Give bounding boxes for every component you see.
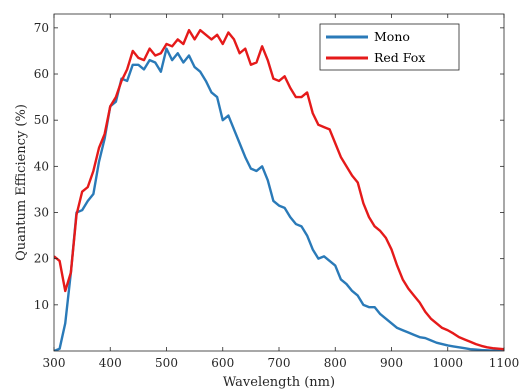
x-axis-title: Wavelength (nm) — [223, 375, 335, 390]
y-tick-label: 10 — [34, 298, 49, 312]
x-tick-label: 500 — [155, 356, 178, 370]
x-tick-label: 400 — [99, 356, 122, 370]
y-tick-label: 70 — [34, 21, 49, 35]
legend: Mono Red Fox — [319, 23, 460, 71]
x-tick-label: 700 — [268, 356, 291, 370]
x-tick-label: 600 — [211, 356, 234, 370]
y-tick-label: 60 — [34, 67, 49, 81]
legend-label-mono: Mono — [374, 29, 410, 44]
y-tick-label: 30 — [34, 206, 49, 220]
legend-label-red-fox: Red Fox — [374, 50, 425, 65]
legend-box — [319, 23, 460, 71]
y-tick-label: 20 — [34, 252, 49, 266]
series-layer — [54, 28, 504, 351]
x-tick-label: 1100 — [489, 356, 520, 370]
y-axis: 10 20 30 40 50 60 70 — [34, 21, 504, 312]
series-line-mono — [54, 47, 504, 351]
x-tick-label: 300 — [43, 356, 66, 370]
y-tick-label: 40 — [34, 159, 49, 173]
x-axis: 300 400 500 600 700 800 900 1000 1100 — [43, 14, 520, 370]
y-tick-label: 50 — [34, 113, 49, 127]
x-tick-label: 1000 — [432, 356, 463, 370]
x-tick-label: 900 — [380, 356, 403, 370]
y-axis-title: Quantum Efficiency (%) — [14, 104, 29, 261]
x-tick-label: 800 — [324, 356, 347, 370]
series-line-red-fox — [54, 28, 504, 351]
